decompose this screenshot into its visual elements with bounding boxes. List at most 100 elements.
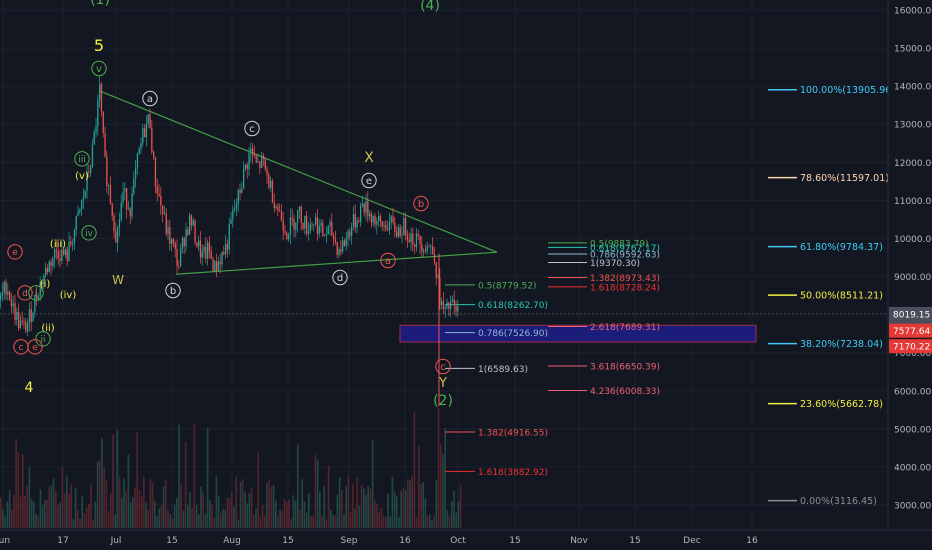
fib-label: 50.00%(8511.21) [800, 291, 883, 302]
volume-bar [387, 493, 389, 528]
volume-bar [94, 501, 97, 528]
wave-label: 4 [25, 380, 34, 396]
volume-bar [334, 515, 336, 528]
candle-body [453, 299, 455, 306]
volume-bar [358, 505, 361, 528]
candle-body [88, 172, 90, 174]
price-badge-label: 7170.22 [893, 343, 930, 353]
volume-bar [88, 503, 90, 528]
candle-body [165, 213, 167, 234]
volume-bar [169, 514, 171, 528]
volume-bar [277, 515, 279, 528]
candle-body [432, 246, 434, 255]
volume-bar [59, 502, 61, 528]
fib-label: 38.20%(7238.04) [800, 339, 883, 350]
volume-bar [211, 504, 213, 528]
time-tick-label: 15 [282, 536, 293, 546]
candle-body [131, 193, 133, 217]
wave-circle [332, 269, 348, 286]
volume-bar [286, 502, 288, 528]
volume-bar [332, 514, 334, 528]
candle-body [167, 227, 169, 234]
wave-label: b [418, 199, 424, 210]
candle-body [172, 239, 175, 244]
candle-body [311, 224, 313, 226]
volume-bar [400, 490, 402, 528]
volume-bar [52, 478, 55, 528]
candle-body [394, 222, 396, 232]
volume-bar [253, 514, 255, 528]
candle-body [246, 164, 248, 169]
volume-bar [2, 509, 4, 528]
fib-label: 0.00%(3116.45) [800, 496, 877, 507]
volume-bar [255, 508, 257, 528]
candle-body [257, 161, 259, 163]
volume-bar [429, 513, 431, 528]
volume-bar [79, 518, 81, 528]
wave-label: b [170, 286, 176, 297]
volume-bar [301, 479, 303, 528]
candle-body [390, 216, 392, 223]
volume-bar [143, 476, 145, 528]
price-tick-label: 14000.00 [894, 83, 932, 93]
price-tick-label: 9000.00 [894, 273, 931, 283]
candle-body [216, 261, 218, 271]
candle-body [345, 238, 347, 246]
time-tick-label: 16 [746, 536, 758, 546]
candle-body [433, 254, 436, 263]
candle-body [37, 296, 40, 299]
price-tick-label: 16000.00 [894, 7, 932, 17]
candle-body [203, 246, 205, 252]
wave-label: e [366, 176, 372, 187]
volume-bar [244, 492, 246, 528]
wave-label: (2) [433, 393, 453, 409]
price-tick-label: 12000.00 [894, 159, 932, 169]
volume-bar [187, 505, 189, 528]
volume-bar [352, 484, 354, 528]
volume-bar [294, 500, 297, 528]
candle-body [3, 282, 5, 293]
volume-bar [363, 488, 365, 528]
volume-bar [228, 498, 231, 528]
time-axis[interactable]: Jun 17 Jul 15 Aug 15 Sep 16 Oct 15 Nov 15 Dec 16 [0, 529, 932, 550]
volume-bar [266, 483, 268, 528]
candle-body [118, 219, 121, 228]
extension-label: 4.236(6008.33) [590, 387, 660, 397]
candle-body [331, 221, 333, 236]
candle-body [271, 180, 274, 203]
candle-body [5, 282, 7, 295]
volume-bar [303, 501, 306, 528]
wave-label: a [385, 256, 391, 267]
candle-body [104, 132, 106, 157]
candle-body [54, 249, 56, 259]
volume-bar [336, 494, 339, 528]
candle-body [117, 227, 119, 243]
time-tick-label: 15 [629, 536, 640, 546]
candle-body [264, 158, 266, 169]
price-tick-label: 3000.00 [894, 502, 931, 512]
volume-bar [57, 505, 59, 528]
volume-bar [134, 487, 136, 528]
volume-bar [74, 488, 77, 528]
candle-body [298, 206, 301, 211]
candle-body [147, 114, 149, 124]
volume-bar [257, 452, 259, 528]
candle-body [68, 241, 70, 262]
candle-body [320, 222, 322, 226]
candle-body [142, 128, 144, 144]
candle-body [381, 221, 383, 227]
time-tick-label: Aug [223, 536, 241, 546]
candle-body [228, 223, 230, 250]
price-badge-label: 8019.15 [893, 310, 930, 320]
candle-body [181, 238, 184, 249]
candle-body [399, 227, 401, 236]
wave-label: iii [78, 155, 86, 165]
candle-body [252, 148, 254, 156]
volume-bar [33, 501, 35, 528]
volume-bar [206, 428, 209, 528]
volume-bar [195, 504, 198, 528]
wave-label: (4) [420, 0, 440, 14]
wave-circle [435, 358, 451, 375]
